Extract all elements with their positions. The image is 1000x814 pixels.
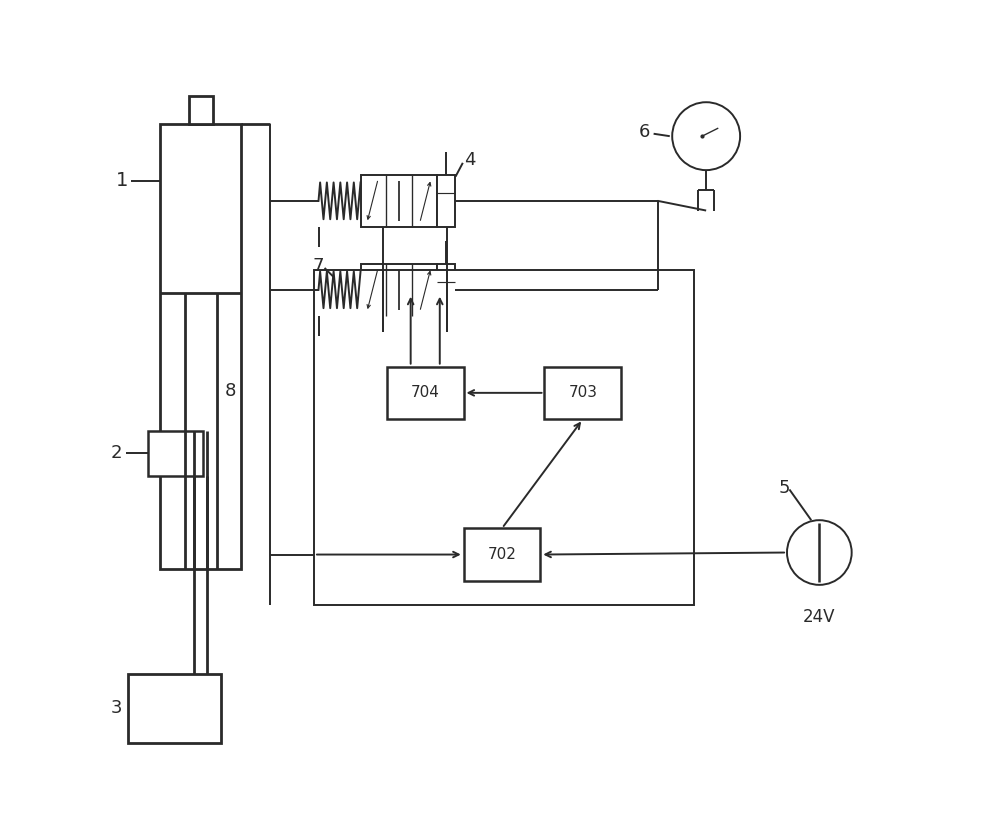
Text: 702: 702 bbox=[488, 547, 516, 562]
Text: 7: 7 bbox=[312, 256, 324, 274]
Bar bbox=[128, 674, 221, 742]
Bar bbox=[387, 366, 464, 419]
Text: 2: 2 bbox=[110, 444, 122, 462]
Bar bbox=[160, 124, 241, 569]
Text: 5: 5 bbox=[779, 479, 790, 497]
Circle shape bbox=[672, 103, 740, 170]
Text: 703: 703 bbox=[568, 385, 597, 400]
Bar bbox=[361, 174, 437, 227]
Bar bbox=[314, 269, 694, 605]
Text: 6: 6 bbox=[639, 123, 650, 141]
Bar bbox=[437, 264, 455, 316]
Text: 8: 8 bbox=[225, 382, 237, 400]
Bar bbox=[361, 264, 437, 316]
Text: 3: 3 bbox=[110, 699, 122, 717]
Bar bbox=[437, 174, 455, 227]
Text: 704: 704 bbox=[411, 385, 440, 400]
Circle shape bbox=[787, 520, 852, 584]
Text: 24V: 24V bbox=[803, 608, 836, 626]
Bar bbox=[544, 366, 621, 419]
Text: 4: 4 bbox=[464, 151, 475, 169]
Bar bbox=[464, 528, 540, 581]
Bar bbox=[189, 96, 213, 124]
Text: 1: 1 bbox=[116, 171, 128, 190]
Bar bbox=[148, 431, 203, 475]
